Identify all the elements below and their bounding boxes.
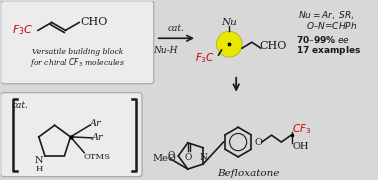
Text: $Nu = Ar,\ SR,$: $Nu = Ar,\ SR,$ xyxy=(298,8,355,21)
Text: $\mathbf{70}$–$\mathbf{99\%}$ $\mathbf{\mathit{ee}}$: $\mathbf{70}$–$\mathbf{99\%}$ $\mathbf{\… xyxy=(296,34,350,45)
Text: Versatile building block: Versatile building block xyxy=(31,48,123,56)
Text: Ar: Ar xyxy=(90,119,102,128)
Text: cat.: cat. xyxy=(168,24,185,33)
Text: Ar: Ar xyxy=(92,133,104,142)
Text: CHO: CHO xyxy=(80,17,108,27)
Text: $\mathit{F_3C}$: $\mathit{F_3C}$ xyxy=(12,23,34,37)
Text: O: O xyxy=(184,153,192,162)
Text: Nu: Nu xyxy=(222,18,237,27)
Text: N: N xyxy=(35,156,43,165)
Circle shape xyxy=(217,31,242,57)
Text: for chiral $\mathit{CF_3}$ molecules: for chiral $\mathit{CF_3}$ molecules xyxy=(30,57,125,69)
Text: O: O xyxy=(168,151,175,160)
Text: $\mathit{F_3C}$: $\mathit{F_3C}$ xyxy=(195,51,215,65)
Text: Befloxatone: Befloxatone xyxy=(217,169,279,178)
Text: $O$–$N$=$CHPh$: $O$–$N$=$CHPh$ xyxy=(306,20,357,31)
Text: $\mathbf{17\ examples}$: $\mathbf{17\ examples}$ xyxy=(296,44,361,57)
Text: OH: OH xyxy=(292,141,308,150)
Text: H: H xyxy=(35,165,43,172)
FancyBboxPatch shape xyxy=(1,93,142,177)
Text: Nu-H: Nu-H xyxy=(153,46,178,55)
Text: CHO: CHO xyxy=(260,41,287,51)
Text: O: O xyxy=(255,138,263,147)
Text: cat.: cat. xyxy=(11,101,28,110)
Text: N: N xyxy=(199,153,207,162)
Text: MeO: MeO xyxy=(153,154,177,163)
Text: $\mathit{CF_3}$: $\mathit{CF_3}$ xyxy=(292,122,311,136)
Text: OTMS: OTMS xyxy=(83,153,110,161)
FancyBboxPatch shape xyxy=(1,1,154,84)
